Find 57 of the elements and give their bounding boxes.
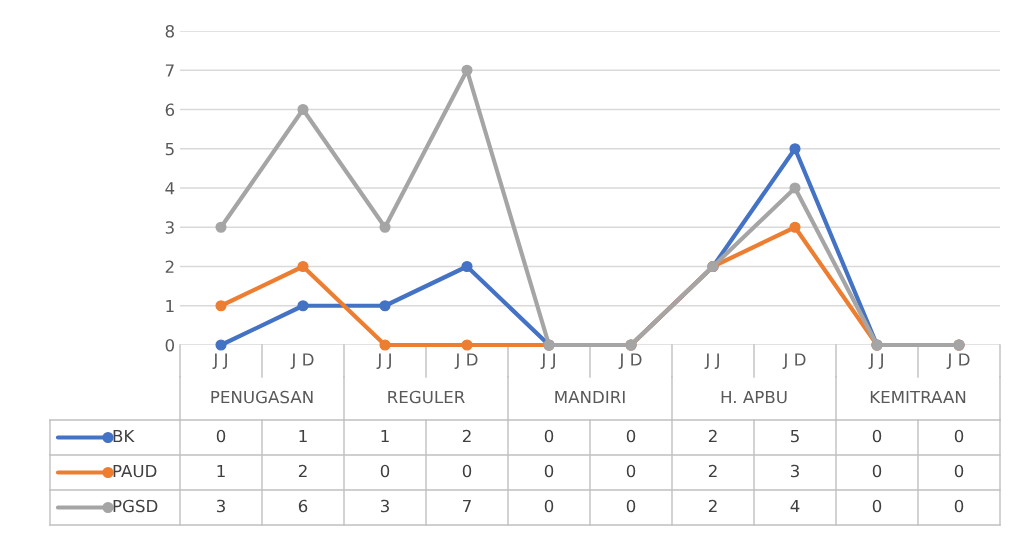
x-tick-label: J D	[454, 353, 478, 369]
data-label: 3	[790, 464, 799, 478]
x-tick-label: J J	[376, 353, 391, 369]
text: REGULER	[388, 390, 465, 404]
data-label: 2	[298, 464, 307, 478]
y-tick-label: 1	[166, 299, 174, 313]
x-tick-label: J D	[946, 353, 970, 369]
data-label: 2	[708, 464, 717, 478]
y-tick-label: 8	[165, 24, 174, 38]
data-label: 0	[954, 429, 964, 443]
text: H. APBU	[721, 390, 787, 404]
text: PENUGASAN	[211, 390, 313, 404]
data-label: 6	[298, 499, 308, 513]
y-tick-label: 0	[165, 338, 175, 352]
legend-label: PAUD	[113, 464, 157, 478]
data-label: 3	[380, 499, 389, 513]
legend-label: BK	[113, 429, 135, 443]
data-label: 0	[626, 499, 636, 513]
data-label: 2	[708, 499, 717, 513]
y-tick-label: 3	[165, 221, 174, 234]
legend-label: PGSD	[113, 499, 158, 513]
data-label: 0	[216, 429, 226, 443]
data-label: 4	[790, 499, 800, 513]
text: MANDIRI	[555, 390, 625, 404]
data-label: 1	[381, 429, 389, 443]
data-label: 0	[954, 464, 964, 478]
data-label: 0	[872, 429, 882, 443]
data-label: 0	[872, 499, 882, 513]
x-tick-label: J D	[782, 353, 806, 369]
data-label: 0	[626, 464, 636, 478]
x-tick-label: J J	[540, 353, 555, 369]
data-label: 0	[380, 464, 390, 478]
data-label: 0	[626, 429, 636, 443]
x-tick-label: J J	[212, 353, 227, 369]
data-label: 0	[462, 464, 472, 478]
x-tick-label: J J	[704, 353, 719, 369]
data-label: 1	[299, 429, 307, 443]
text: KEMITRAAN	[870, 390, 966, 404]
data-label: 5	[790, 429, 799, 443]
x-tick-label: J D	[290, 353, 314, 369]
data-label: 1	[217, 464, 225, 478]
y-tick-label: 5	[165, 142, 174, 156]
data-label: 3	[216, 499, 225, 513]
x-tick-label: J J	[868, 353, 883, 369]
y-tick-label: 7	[165, 64, 174, 77]
data-label: 0	[544, 464, 554, 478]
y-tick-label: 6	[165, 103, 175, 117]
data-label: 2	[462, 429, 471, 443]
data-label: 0	[954, 499, 964, 513]
y-tick-label: 4	[165, 182, 175, 195]
data-label: 2	[708, 429, 717, 443]
data-label: 7	[463, 499, 471, 513]
data-label: 0	[872, 464, 882, 478]
x-tick-label: J D	[618, 353, 642, 369]
y-tick-label: 2	[165, 260, 174, 273]
data-label: 0	[544, 429, 554, 443]
data-label: 0	[544, 499, 554, 513]
